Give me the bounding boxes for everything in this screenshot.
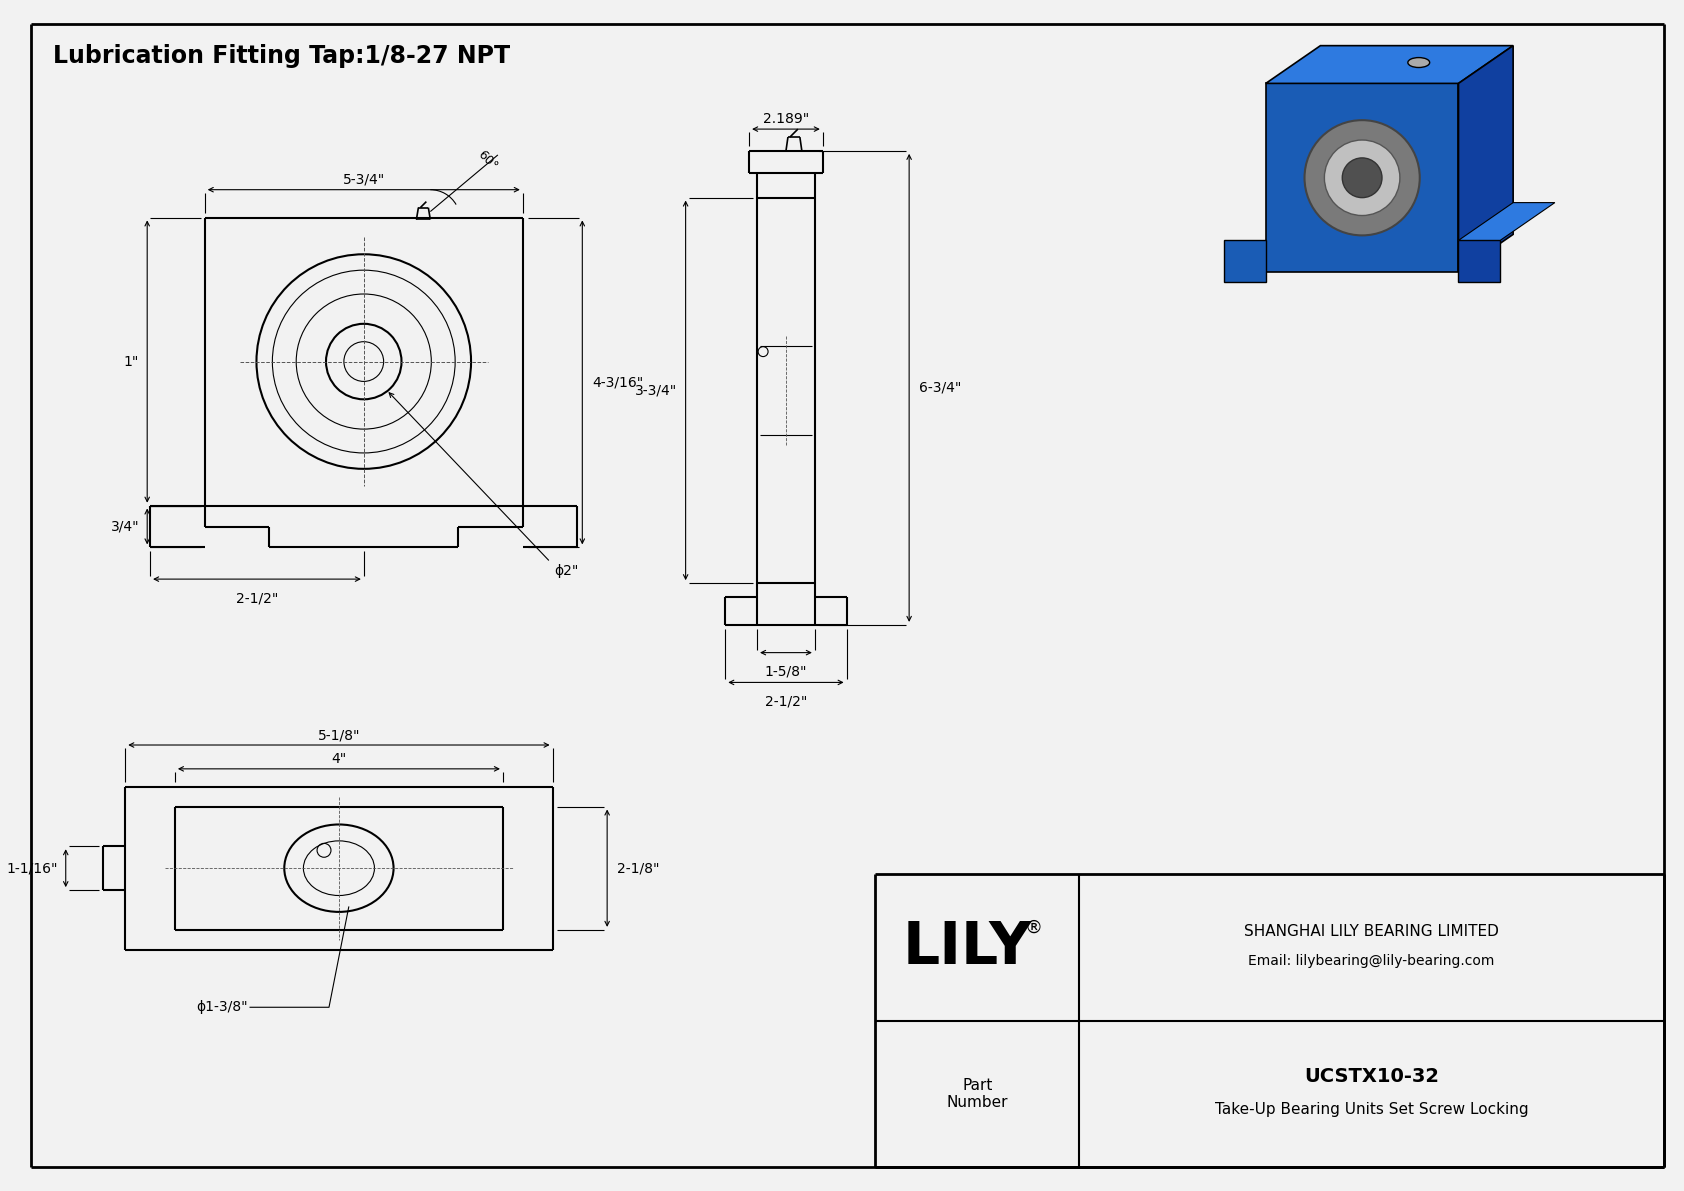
Text: UCSTX10-32: UCSTX10-32	[1303, 1067, 1440, 1085]
Text: 4-3/16": 4-3/16"	[593, 375, 643, 389]
Circle shape	[1305, 120, 1420, 236]
Circle shape	[1342, 158, 1383, 198]
Text: 1-1/16": 1-1/16"	[7, 861, 57, 875]
Text: Email: lilybearing@lily-bearing.com: Email: lilybearing@lily-bearing.com	[1248, 954, 1495, 968]
Text: 3-3/4": 3-3/4"	[635, 384, 677, 398]
Polygon shape	[1458, 202, 1554, 241]
Text: LILY: LILY	[903, 919, 1032, 975]
Text: ϕ2": ϕ2"	[554, 565, 579, 578]
Polygon shape	[1458, 45, 1514, 273]
Text: SHANGHAI LILY BEARING LIMITED: SHANGHAI LILY BEARING LIMITED	[1244, 924, 1499, 939]
Text: Part
Number: Part Number	[946, 1078, 1009, 1110]
Text: 3/4": 3/4"	[111, 519, 140, 534]
Text: ®: ®	[1026, 918, 1042, 936]
Polygon shape	[1224, 241, 1266, 282]
Text: 2.189": 2.189"	[763, 112, 808, 126]
Polygon shape	[1458, 241, 1500, 282]
Text: Take-Up Bearing Units Set Screw Locking: Take-Up Bearing Units Set Screw Locking	[1214, 1103, 1529, 1117]
Text: 2-1/2": 2-1/2"	[765, 694, 807, 709]
Ellipse shape	[1408, 57, 1430, 68]
Text: ϕ1-3/8": ϕ1-3/8"	[195, 1000, 248, 1015]
Text: 4": 4"	[332, 752, 347, 766]
Text: 1-5/8": 1-5/8"	[765, 665, 807, 679]
Text: 1": 1"	[125, 355, 140, 368]
Text: 5-3/4": 5-3/4"	[342, 173, 386, 187]
Circle shape	[1324, 141, 1399, 216]
Polygon shape	[1266, 83, 1458, 273]
Text: 60°: 60°	[475, 148, 500, 173]
Text: 6-3/4": 6-3/4"	[919, 381, 962, 395]
Text: 5-1/8": 5-1/8"	[318, 728, 360, 742]
Text: 2-1/2": 2-1/2"	[236, 591, 278, 605]
Text: 2-1/8": 2-1/8"	[616, 861, 660, 875]
Polygon shape	[1266, 45, 1514, 83]
Text: Lubrication Fitting Tap:1/8-27 NPT: Lubrication Fitting Tap:1/8-27 NPT	[52, 44, 510, 68]
